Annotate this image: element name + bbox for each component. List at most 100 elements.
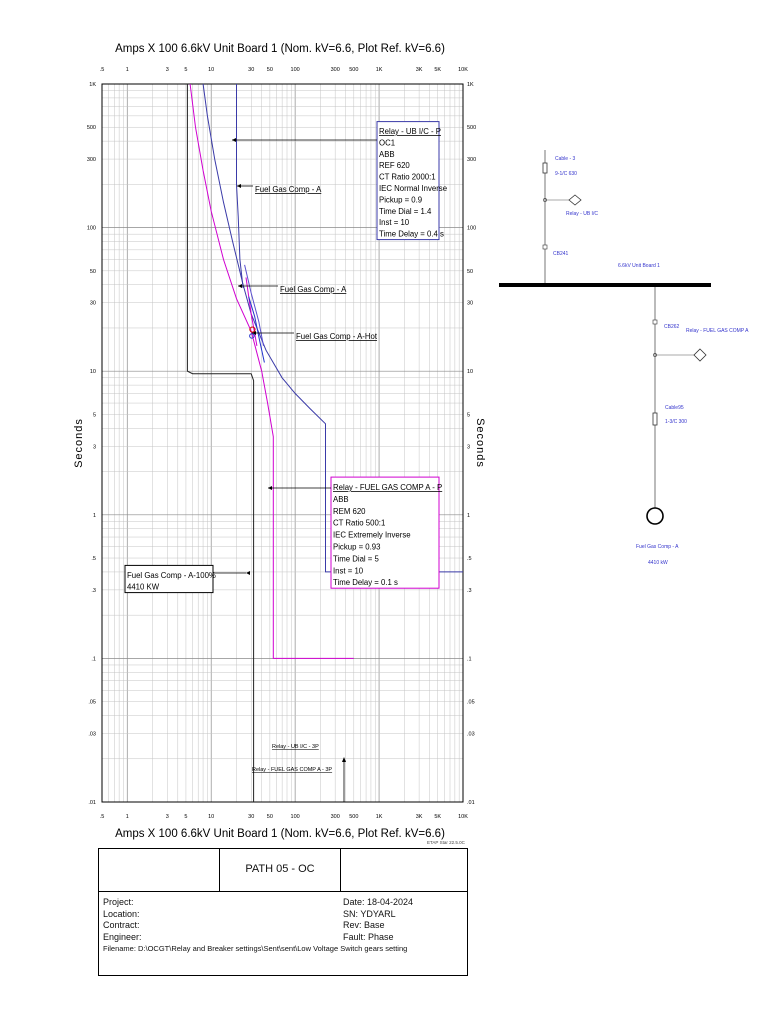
y-tick-label-right: 5 [467,412,470,418]
y-tick-label-right: 50 [467,269,473,275]
x-tick-label-top: 300 [331,67,340,73]
fault-field: Fault: Phase [343,931,394,942]
relay-bottom-symbol [693,348,707,362]
hot-start-marker [249,326,256,333]
title-block-right-cell [340,849,467,891]
ct-bottom-icon [653,353,657,357]
relay-top-label: Relay - UB I/C [566,211,598,217]
y-tick-label-left: .03 [88,731,96,737]
cable-top-label: Cable - 3 [555,156,576,162]
y-tick-label-right: .5 [467,556,472,562]
series-curve-1 [202,83,463,573]
fault-marker-arrow [342,757,346,762]
y-tick-label-right: 1K [467,82,474,88]
y-tick-label-right: 100 [467,226,476,232]
x-tick-label-top: 3K [416,67,423,73]
title-block-header: PATH 05 - OC [99,849,467,892]
y-tick-label-left: .3 [91,588,96,594]
x-tick-label-top: 10K [458,67,468,73]
motor-rating: 4410 kW [648,560,668,566]
chart-bottom-title: Amps X 100 6.6kV Unit Board 1 (Nom. kV=6… [115,828,445,840]
x-tick-label-bottom: 1 [126,814,129,820]
annotation-box-5 [330,476,440,589]
y-tick-label-right: 500 [467,125,476,131]
bus-label: 6.6kV Unit Board 1 [618,263,660,269]
breaker-top-label: CB241 [553,251,569,257]
x-tick-label-bottom: 10K [458,814,468,820]
project-field: Project: [103,897,134,907]
annotation-text-1: ABB [379,150,395,159]
engineer-field: Engineer: [103,931,142,942]
cable-top-spec: 9-1/C 630 [555,171,577,177]
y-tick-label-left: 500 [87,125,96,131]
location-field: Location: [103,908,140,919]
x-tick-label-bottom: 10 [208,814,214,820]
annotation-text-5: Time Dial = 5 [333,554,380,563]
x-tick-label-bottom: 500 [349,814,358,820]
y-tick-label-left: 50 [90,269,96,275]
annotation-text-6: Fuel Gas Comp - A-100% [127,571,216,580]
y-tick-label-left: .1 [91,656,96,662]
annotation-text-5: REM 620 [333,507,366,516]
cable-bottom-label: Cable95 [665,405,684,411]
chart-series [186,83,463,802]
title-block: PATH 05 - OC Project: Location: Contract… [98,848,468,976]
series-curve-5 [245,277,258,346]
annotation-text-1: CT Ratio 2000:1 [379,173,436,182]
breaker-top-symbol [542,244,548,250]
annotation-text-5: Time Delay = 0.1 s [333,578,398,587]
cable-bottom-symbol [652,412,658,426]
x-tick-label-top: 3 [166,67,169,73]
annotation-text-1: Relay - UB I/C - P [379,127,441,136]
title-block-project-info: Project: Location: Contract: Engineer: F… [103,897,407,955]
y-tick-label-right: 30 [467,301,473,307]
y-tick-label-left: 100 [87,226,96,232]
cable-bottom-spec: 1-3/C 300 [665,419,687,425]
x-tick-label-top: .5 [100,67,105,73]
breaker-bottom-label: CB262 [664,324,680,330]
y-tick-label-left: 10 [90,369,96,375]
x-tick-label-bottom: 30 [248,814,254,820]
breaker-bottom-symbol [652,319,658,325]
y-tick-label-right: .05 [467,700,475,706]
annotation-text-1: Time Dial = 1.4 [379,207,432,216]
annotation-arrow-3 [238,284,242,288]
cold-start-marker [249,333,255,339]
annotation-text-5: IEC Extremely Inverse [333,531,411,540]
x-tick-label-bottom: 50 [267,814,273,820]
annotation-text-1: Pickup = 0.9 [379,195,422,204]
ct-top-icon [543,198,547,202]
motor-symbol [646,507,664,525]
legend-label-1: Relay - UB I/C - 3P [272,744,319,750]
annotation-text-5: Relay - FUEL GAS COMP A - P [333,483,442,492]
date-field: Date: 18-04-2024 [343,897,414,907]
chart-grid [101,84,463,803]
annotation-arrow-6 [246,571,250,575]
x-tick-label-top: 500 [349,67,358,73]
x-tick-label-top: 1 [126,67,129,73]
x-tick-label-top: 5 [184,67,187,73]
y-tick-label-right: 1 [467,513,470,519]
y-tick-label-left: .5 [91,556,96,562]
annotation-text-5: ABB [333,495,349,504]
y-tick-label-left: 3 [93,444,96,450]
sn-field: SN: YDYARL [343,908,396,919]
x-tick-label-bottom: 1K [376,814,383,820]
series-curve-3 [186,84,255,802]
y-tick-label-left: 300 [87,157,96,163]
x-tick-label-bottom: 100 [291,814,300,820]
cable-top-symbol [542,162,548,174]
annotation-arrow-1 [232,138,236,142]
contract-field: Contract: [103,920,140,930]
y-tick-label-right: 3 [467,444,470,450]
chart-title: Amps X 100 6.6kV Unit Board 1 (Nom. kV=6… [115,43,445,55]
y-tick-label-left: 1 [93,513,96,519]
annotation-arrow-2 [237,184,241,188]
x-tick-label-bottom: 5K [434,814,441,820]
annotation-text-2: Fuel Gas Comp - A [255,185,322,194]
y-tick-label-left: .05 [88,700,96,706]
series-curve-4 [236,84,244,288]
y-tick-label-left: 5 [93,412,96,418]
